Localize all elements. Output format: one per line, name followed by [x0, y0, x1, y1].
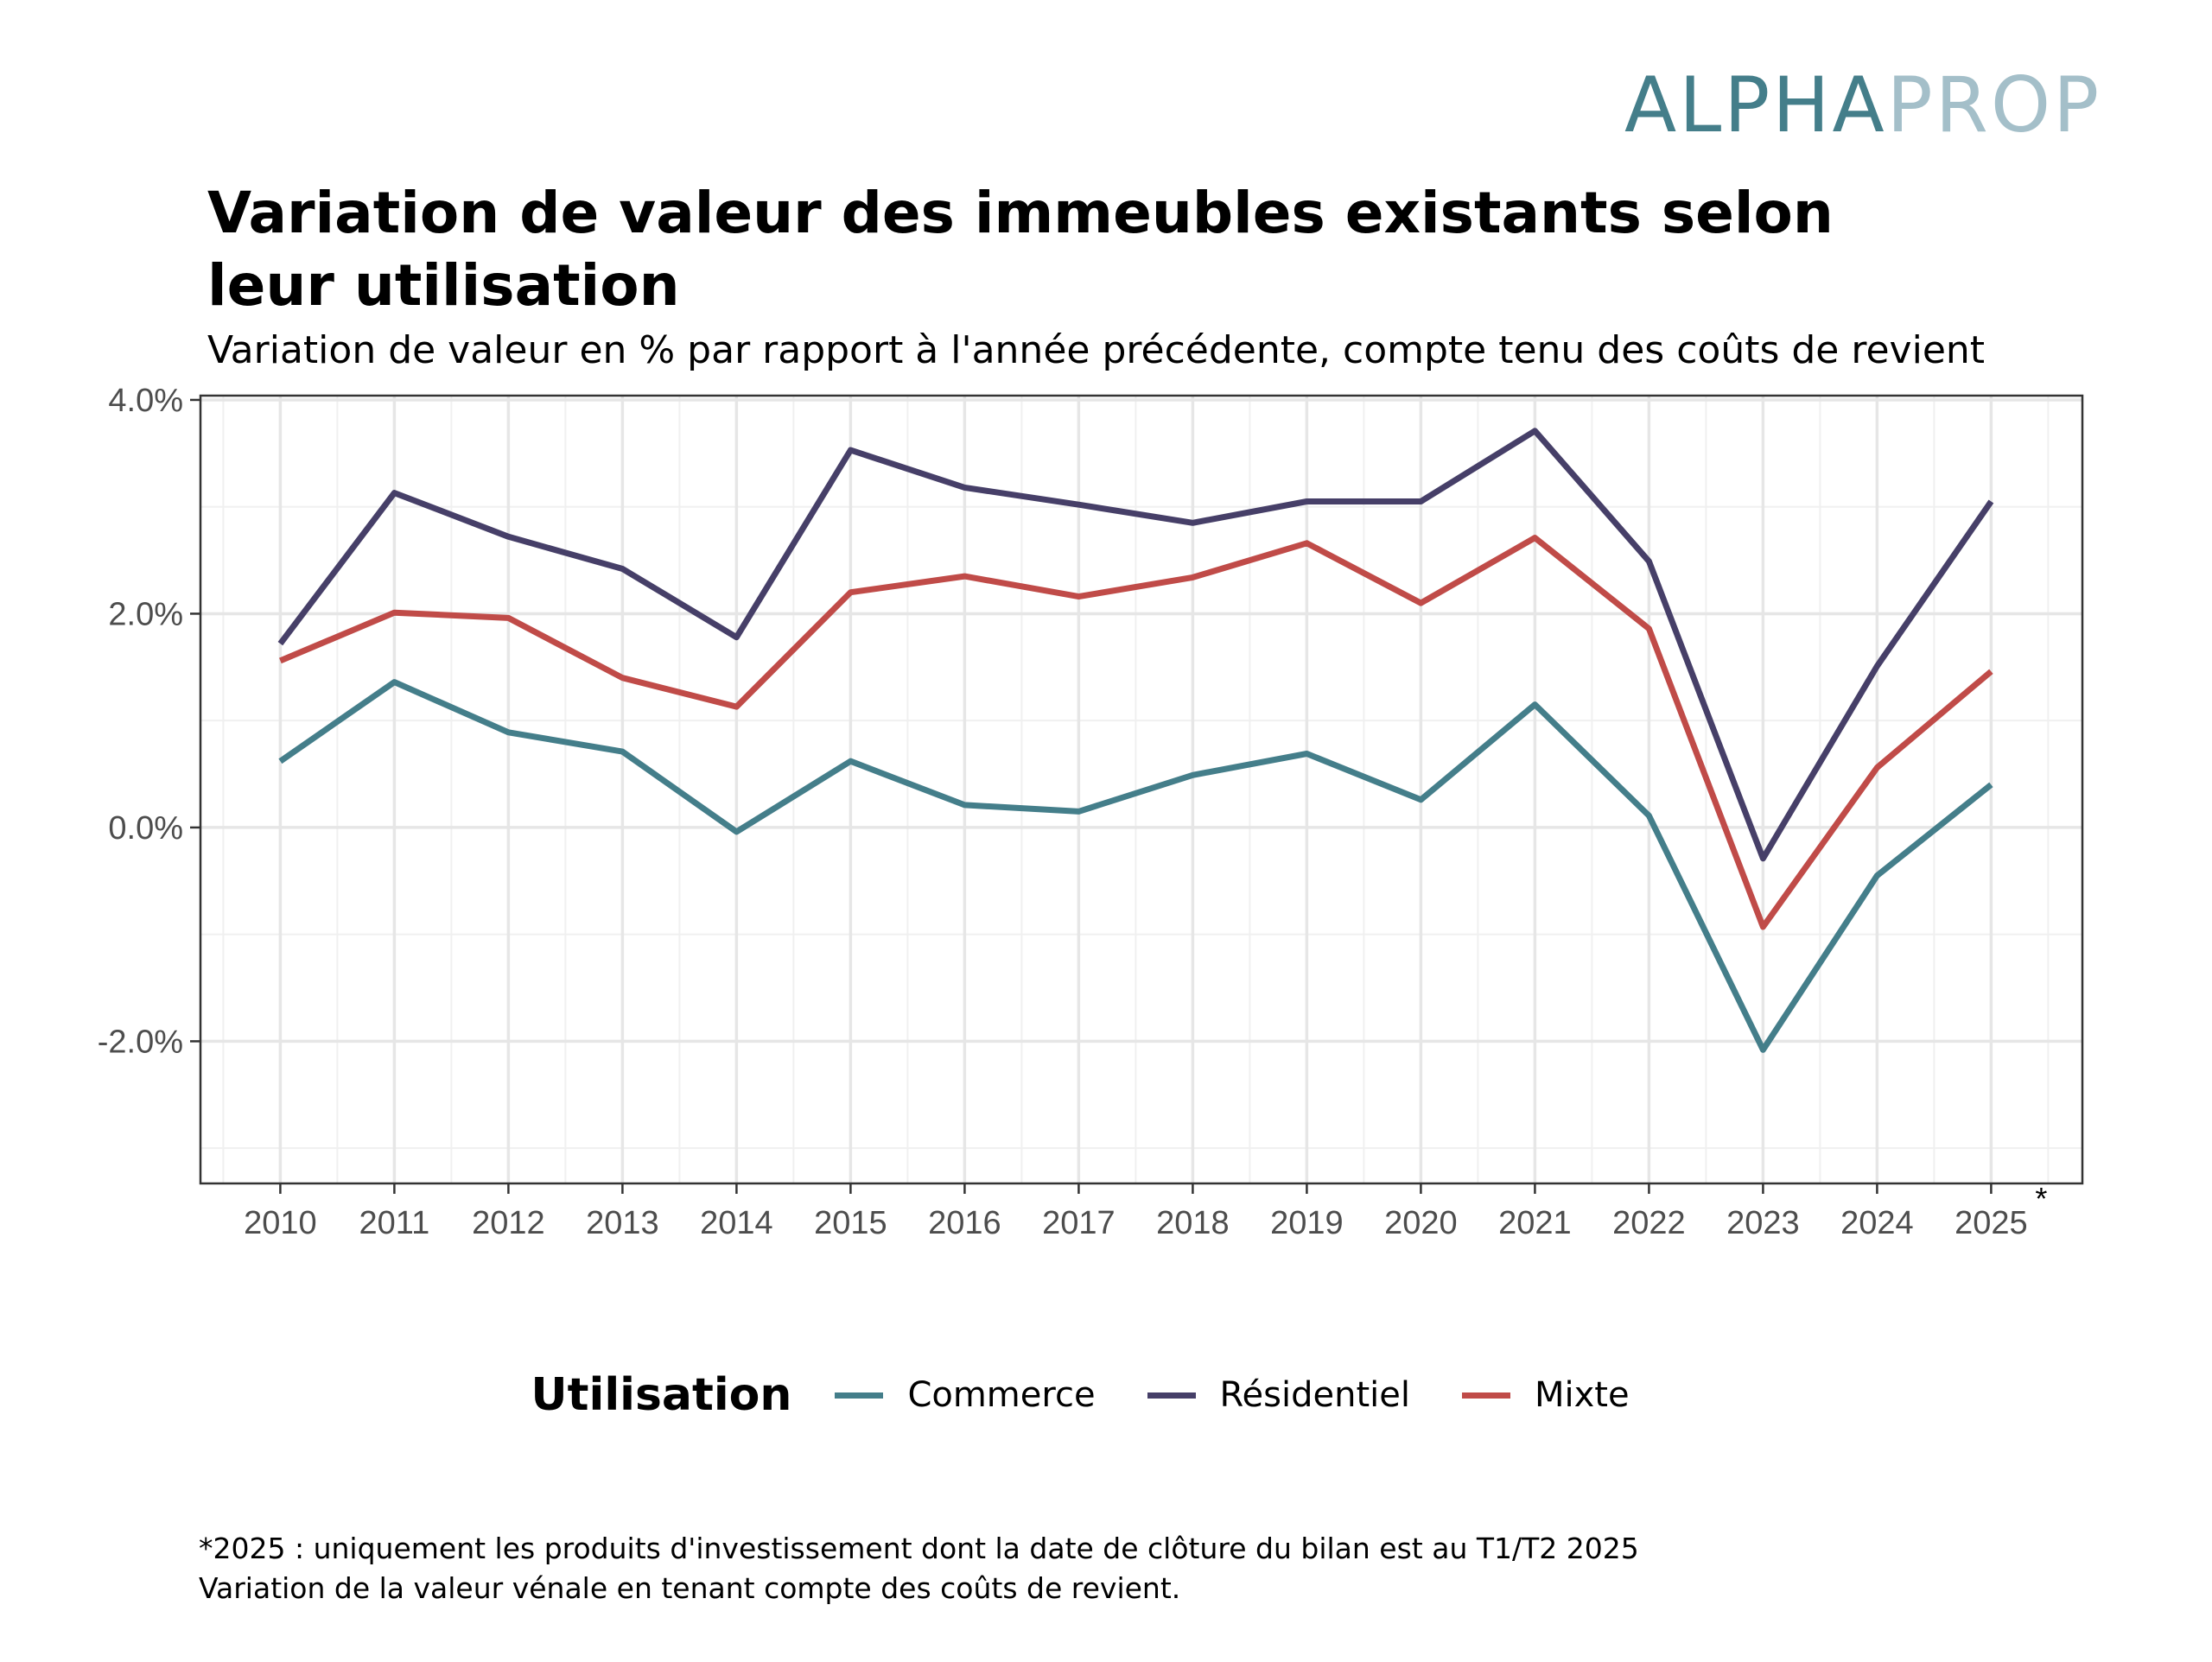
series-line-mixte [279, 535, 1993, 930]
x-tick-label: 2021 [1498, 1205, 1572, 1241]
x-tick-label: 2024 [1840, 1205, 1914, 1241]
axis-ticks [190, 398, 1993, 1194]
x-tick-label: 2012 [472, 1205, 545, 1241]
legend-item-mixte: Mixte [1461, 1375, 1630, 1415]
legend-key-mixte [1461, 1392, 1510, 1399]
y-tick-label: -2.0% [98, 1024, 183, 1060]
chart-subtitle: Variation de valeur en % par rapport à l… [207, 328, 1986, 372]
x-tick-marker: * [2035, 1181, 2047, 1216]
y-tick-label: 4.0% [108, 383, 183, 419]
series-line-commerce [278, 679, 1993, 1053]
series-lines [277, 428, 1994, 1053]
minor-gridlines [200, 396, 2082, 1183]
legend-key-residentiel [1147, 1392, 1196, 1399]
legend-label-residentiel: Résidentiel [1219, 1375, 1410, 1415]
x-tick-label: 2017 [1042, 1205, 1116, 1241]
footnote: *2025 : uniquement les produits d'invest… [199, 1529, 1639, 1608]
x-tick-label: 2013 [586, 1205, 659, 1241]
legend-label-commerce: Commerce [907, 1375, 1096, 1415]
axis-tick-labels: -2.0% 0.0% 2.0% 4.0% 2010 2011 2012 2013 2014 201… [98, 383, 2048, 1241]
x-tick-label: 2022 [1612, 1205, 1686, 1241]
y-tick-label: 0.0% [108, 810, 183, 847]
major-gridlines [200, 396, 2082, 1183]
series-line-residentiel [277, 428, 1994, 862]
x-tick-label: 2016 [928, 1205, 1001, 1241]
legend-title: Utilisation [531, 1369, 792, 1421]
x-tick-label: 2023 [1726, 1205, 1800, 1241]
logo-part-prop: PROP [1886, 60, 2102, 149]
y-tick-label: 2.0% [108, 596, 183, 632]
legend-label-mixte: Mixte [1534, 1375, 1630, 1415]
footnote-line-2: Variation de la valeur vénale en tenant … [199, 1571, 1181, 1605]
plot-panel-border [199, 394, 2084, 1185]
x-tick-label: 2015 [814, 1205, 887, 1241]
logo-part-alpha: ALPHA [1624, 60, 1887, 149]
legend-item-commerce: Commerce [835, 1375, 1096, 1415]
x-tick-label: 2014 [700, 1205, 773, 1241]
footnote-line-1: *2025 : uniquement les produits d'invest… [199, 1532, 1639, 1565]
x-tick-label: 2019 [1270, 1205, 1344, 1241]
chart-title: Variation de valeur des immeubles exista… [207, 180, 1834, 319]
legend-item-residentiel: Résidentiel [1147, 1375, 1410, 1415]
x-tick-label: 2025 [1955, 1205, 2028, 1241]
legend: Utilisation Commerce Résidentiel Mixte [0, 1356, 2212, 1434]
x-tick-label: 2011 [359, 1205, 430, 1241]
x-tick-label: 2010 [244, 1205, 317, 1241]
alphaprop-logo: ALPHAPROP [1624, 67, 2101, 143]
x-tick-label: 2020 [1384, 1205, 1458, 1241]
x-tick-label: 2018 [1156, 1205, 1230, 1241]
legend-key-commerce [835, 1392, 884, 1399]
